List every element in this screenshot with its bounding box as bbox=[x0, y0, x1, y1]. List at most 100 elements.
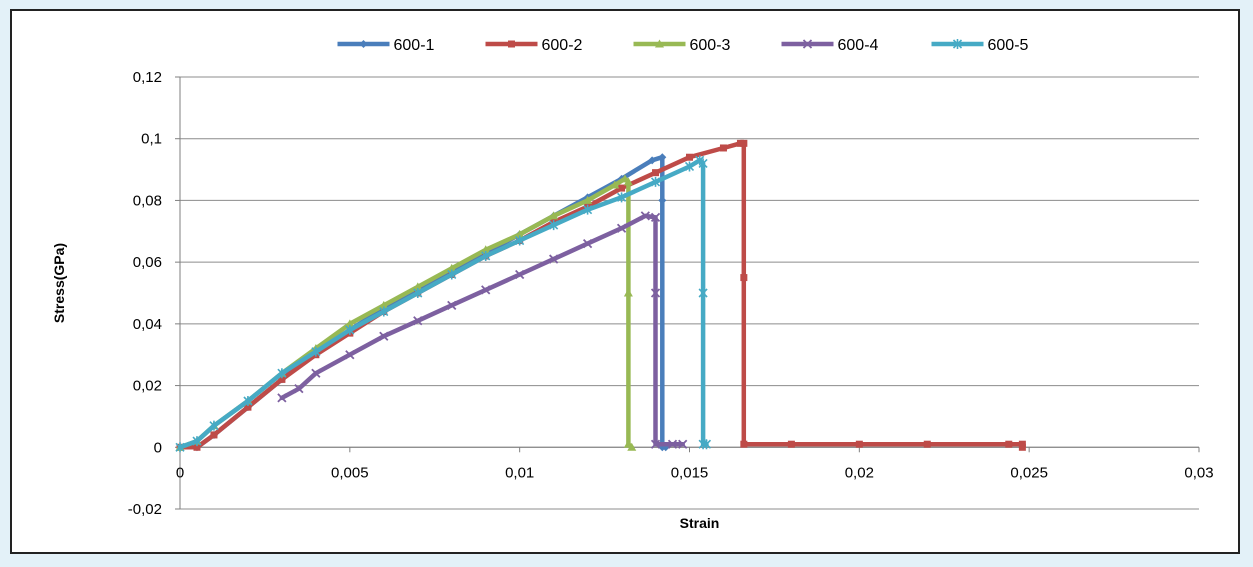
data-point-marker bbox=[277, 393, 287, 403]
legend-marker bbox=[802, 39, 813, 49]
y-tick-label: 0 bbox=[154, 439, 162, 456]
data-point-marker bbox=[640, 211, 650, 221]
data-point-marker bbox=[481, 285, 491, 295]
data-point-marker bbox=[481, 245, 491, 254]
axes: -0,02 0 0,02 0,04 0,06 0,08 0,1 0,12 0 0,005 0,01 0… bbox=[128, 69, 1214, 518]
gridlines bbox=[180, 76, 1199, 510]
data-point-marker bbox=[210, 431, 218, 439]
data-point-marker bbox=[515, 269, 525, 280]
series-600-5 bbox=[175, 155, 712, 453]
data-point-marker bbox=[658, 196, 667, 205]
data-point-marker bbox=[684, 161, 695, 172]
series-600-4 bbox=[277, 211, 688, 449]
data-point-marker bbox=[667, 439, 678, 449]
data-point-marker bbox=[345, 350, 355, 360]
legend-item: 600-1 bbox=[337, 37, 435, 54]
data-point-marker bbox=[617, 192, 627, 203]
data-point-marker bbox=[698, 288, 708, 298]
data-point-marker bbox=[193, 443, 201, 451]
data-point-marker bbox=[244, 403, 252, 411]
data-point-marker bbox=[175, 442, 185, 453]
data-point-marker bbox=[345, 319, 355, 328]
data-point-marker bbox=[311, 368, 321, 378]
data-point-marker bbox=[740, 440, 748, 448]
data-point-marker bbox=[627, 442, 637, 451]
legend-item: 600-2 bbox=[485, 37, 583, 54]
data-point-marker bbox=[549, 211, 559, 220]
data-point-marker bbox=[616, 223, 627, 233]
data-point-marker bbox=[583, 204, 593, 215]
data-point-marker bbox=[209, 420, 219, 431]
x-tick-label: 0,01 bbox=[505, 464, 534, 481]
legend-label: 600-1 bbox=[394, 37, 435, 54]
x-tick-label: 0 bbox=[176, 464, 184, 481]
data-point-marker bbox=[515, 229, 525, 238]
data-point-marker bbox=[610, 180, 620, 189]
data-point-marker bbox=[650, 288, 661, 298]
legend-marker bbox=[359, 40, 368, 48]
data-point-marker bbox=[192, 436, 202, 447]
data-point-marker bbox=[548, 254, 559, 264]
data-point-marker bbox=[650, 212, 661, 223]
y-tick-label: 0,02 bbox=[133, 378, 162, 395]
data-point-marker bbox=[413, 282, 423, 291]
y-tick-label: -0,02 bbox=[128, 501, 162, 518]
data-point-marker bbox=[379, 306, 389, 317]
x-tick-label: 0,03 bbox=[1184, 464, 1213, 481]
data-point-marker bbox=[658, 153, 667, 162]
data-point-marker bbox=[243, 396, 253, 406]
data-point-marker bbox=[623, 177, 633, 186]
data-point-marker bbox=[447, 300, 457, 310]
legend-label: 600-4 bbox=[838, 37, 879, 54]
y-tick-label: 0,04 bbox=[133, 316, 162, 333]
legend: 600-1 600-2 600-3 600-4 600-5 bbox=[337, 37, 1029, 54]
data-point-marker bbox=[740, 139, 748, 147]
data-point-marker bbox=[379, 300, 389, 309]
x-tick-label: 0,025 bbox=[1010, 464, 1048, 481]
data-point-marker bbox=[701, 439, 712, 450]
data-point-marker bbox=[686, 153, 693, 161]
data-point-marker bbox=[549, 220, 559, 231]
legend-marker bbox=[655, 39, 664, 48]
stress-strain-chart: -0,02 0 0,02 0,04 0,06 0,08 0,1 0,12 0 0,005 0,01 0… bbox=[51, 37, 1214, 531]
data-point-marker bbox=[379, 331, 389, 341]
data-point-marker bbox=[277, 368, 287, 379]
data-point-marker bbox=[618, 184, 626, 192]
y-tick-label: 0,1 bbox=[141, 131, 162, 148]
data-point-marker bbox=[923, 440, 931, 448]
data-point-marker bbox=[678, 439, 688, 449]
y-tick-label: 0,12 bbox=[133, 69, 162, 86]
data-point-marker bbox=[740, 274, 748, 282]
chart-frame: -0,02 0 0,02 0,04 0,06 0,08 0,1 0,12 0 0,005 0,01 0… bbox=[10, 9, 1240, 554]
data-point-marker bbox=[294, 384, 304, 394]
data-point-marker bbox=[650, 439, 661, 449]
x-tick-label: 0,02 bbox=[845, 464, 874, 481]
data-point-marker bbox=[481, 250, 491, 261]
data-point-marker bbox=[1005, 440, 1013, 448]
legend-label: 600-3 bbox=[690, 37, 731, 54]
data-point-marker bbox=[413, 288, 423, 298]
legend-label: 600-5 bbox=[988, 37, 1029, 54]
x-tick-label: 0,015 bbox=[671, 464, 709, 481]
data-point-marker bbox=[583, 195, 593, 204]
legend-item: 600-4 bbox=[781, 37, 879, 54]
y-tick-label: 0,06 bbox=[133, 254, 162, 271]
data-point-marker bbox=[650, 176, 661, 187]
data-point-marker bbox=[311, 346, 321, 357]
data-point-marker bbox=[719, 144, 727, 152]
legend-marker bbox=[952, 39, 963, 49]
series-line bbox=[279, 213, 685, 447]
legend-item: 600-3 bbox=[633, 37, 731, 54]
data-point-marker bbox=[447, 263, 457, 272]
series-lines bbox=[175, 139, 1026, 453]
data-point-marker bbox=[787, 440, 795, 448]
series-line bbox=[177, 141, 1025, 450]
series-600-2 bbox=[176, 139, 1026, 451]
data-point-marker bbox=[582, 238, 593, 249]
data-point-marker bbox=[278, 375, 286, 383]
data-point-marker bbox=[345, 325, 355, 336]
y-tick-label: 0,08 bbox=[133, 192, 162, 209]
data-point-marker bbox=[623, 288, 633, 297]
legend-item: 600-5 bbox=[931, 37, 1029, 54]
data-point-marker bbox=[447, 269, 457, 280]
